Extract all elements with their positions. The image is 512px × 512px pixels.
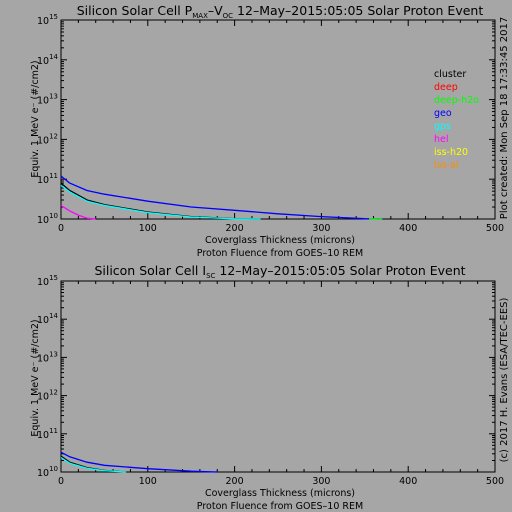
chart2-y-tick-label: 1013 xyxy=(37,350,58,364)
chart2-x-tick-label: 500 xyxy=(486,476,504,487)
chart2-y-tick-label: 1014 xyxy=(37,312,59,326)
chart1-x-tick-label: 100 xyxy=(139,223,157,234)
legend-item-deep: deep xyxy=(434,82,458,93)
chart1-series-gps xyxy=(60,184,261,220)
chart-pmax-voc: Silicon Solar Cell PMAX–VOC 12–May–2015:… xyxy=(30,3,504,259)
chart1-y-tick-label: 1015 xyxy=(37,13,58,27)
chart1-y-tick-label: 1011 xyxy=(37,172,58,186)
chart1-series-geo xyxy=(60,175,383,220)
chart1-title: Silicon Solar Cell PMAX–VOC 12–May–2015:… xyxy=(77,3,484,20)
chart2-y-tick-label: 1015 xyxy=(37,274,58,288)
legend-item-iss-h20: iss-h20 xyxy=(434,147,468,158)
chart1-x-tick-label: 500 xyxy=(486,223,504,234)
chart1-series-hel xyxy=(60,204,96,220)
chart1-x-tick-label: 300 xyxy=(312,223,330,234)
chart1-plot-area: 0 100 200 300 400 500 1010 1011 1012 1013 1014 1015 xyxy=(37,13,504,234)
chart1-xlabel2: Proton Fluence from GOES–10 REM xyxy=(197,248,363,259)
legend-item-geo: geo xyxy=(434,108,452,119)
chart1-y-tick-label: 1014 xyxy=(37,53,59,67)
chart2-ylabel: Equiv. 1 MeV e⁻ (#/cm2) xyxy=(30,319,41,436)
legend-item-iss-al: iss-al xyxy=(434,160,458,171)
chart1-x-tick-label: 0 xyxy=(58,223,64,234)
legend-item-cluster: cluster xyxy=(434,69,466,80)
chart2-x-tick-label: 200 xyxy=(226,476,244,487)
legend-item-gps: gps xyxy=(434,121,451,132)
legend-item-hel: hel xyxy=(434,134,449,145)
chart1-x-tick-label: 400 xyxy=(399,223,417,234)
chart1-y-tick-label: 1012 xyxy=(37,132,58,146)
chart1-frame xyxy=(60,19,496,220)
chart2-x-tick-label: 300 xyxy=(312,476,330,487)
legend-item-deep-h2o: deep-h2o xyxy=(434,95,479,106)
chart2-xlabel2: Proton Fluence from GOES–10 REM xyxy=(197,501,363,512)
chart1-ylabel: Equiv. 1 MeV e⁻ (#/cm2) xyxy=(30,60,41,177)
chart2-title: Silicon Solar Cell ISC 12–May–2015:05:05… xyxy=(94,263,465,280)
chart1-legend: cluster deep deep-h2o geo gps hel iss-h2… xyxy=(434,69,479,171)
copyright-label: (c) 2017 H. Evans (ESA/TEC-EES) xyxy=(499,298,510,463)
plot-created-label: Plot created: Mon Sep 18 17:33:45 2017 xyxy=(499,17,510,219)
chart1-y-tick-label: 1010 xyxy=(37,212,58,226)
chart2-xlabel: Coverglass Thickness (microns) xyxy=(205,488,355,499)
chart2-y-tick-label: 1011 xyxy=(37,427,58,441)
chart2-y-tick-label: 1012 xyxy=(37,389,58,403)
chart2-y-tick-label: 1010 xyxy=(37,465,58,479)
chart2-plot-area: 0 100 200 300 400 500 1010 1011 1012 1013 1014 1015 xyxy=(37,274,504,487)
chart2-series-geo xyxy=(60,451,218,473)
chart2-x-tick-label: 100 xyxy=(139,476,157,487)
chart1-xlabel: Coverglass Thickness (microns) xyxy=(205,235,355,246)
chart-isc: Silicon Solar Cell ISC 12–May–2015:05:05… xyxy=(30,263,504,512)
chart2-x-tick-label: 400 xyxy=(399,476,417,487)
chart2-x-tick-label: 0 xyxy=(58,476,64,487)
chart2-series-gps xyxy=(60,456,127,473)
chart2-frame xyxy=(60,280,496,473)
chart1-x-tick-label: 200 xyxy=(226,223,244,234)
chart1-y-tick-label: 1013 xyxy=(37,93,58,107)
